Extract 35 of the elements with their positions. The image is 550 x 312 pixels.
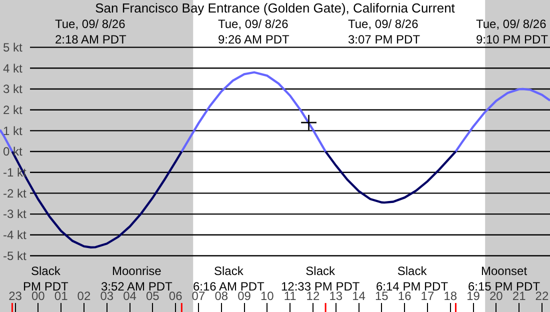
x-tick-label: 08 <box>214 289 228 303</box>
y-tick-label: 3 kt <box>3 82 24 96</box>
x-tick-label: 13 <box>329 289 343 303</box>
x-tick-label: 06 <box>168 289 183 303</box>
y-tick-label: 2 kt <box>3 103 24 118</box>
x-tick-label: 17 <box>420 289 434 303</box>
y-tick-label: 0 kt <box>3 144 24 159</box>
x-tick-label: 22 <box>535 289 549 303</box>
y-tick-label: 5 kt <box>3 40 24 55</box>
x-tick-label: 10 <box>260 289 274 303</box>
x-tick-label: 02 <box>77 289 91 303</box>
y-tick-label: 1 kt <box>3 124 24 138</box>
x-tick-label: 05 <box>146 289 160 303</box>
x-tick-label: 23 <box>8 289 22 303</box>
x-tick-label: 20 <box>490 289 504 303</box>
x-tick-label: 16 <box>398 289 412 303</box>
x-tick-label: 11 <box>284 289 297 303</box>
x-tick-label: 00 <box>31 289 46 303</box>
y-tick-label: -3 kt <box>3 207 28 222</box>
annotation: Tue, 09/ 8/26 9:26 AM PDT <box>218 17 290 47</box>
chart-title: San Francisco Bay Entrance (Golden Gate), California Current <box>95 0 456 16</box>
annotation: Tue, 09/ 8/26 3:07 PM PDT <box>348 17 421 47</box>
y-tick-label: -4 kt <box>3 228 28 242</box>
y-tick-label: 4 kt <box>3 61 24 76</box>
x-tick-label: 01 <box>54 289 68 303</box>
x-tick-label: 14 <box>352 289 366 303</box>
x-tick-label: 21 <box>512 289 526 303</box>
y-tick-label: -2 kt <box>3 186 28 200</box>
x-tick-label: 04 <box>123 289 137 303</box>
y-tick-label: -5 kt <box>3 248 28 263</box>
annotation: Tue, 09/ 8/26 9:10 PM PDT <box>476 17 549 47</box>
x-tick-label: 18 <box>444 289 458 303</box>
x-tick-label: 03 <box>100 289 114 303</box>
annotation: Tue, 09/ 8/26 2:18 AM PDT <box>55 17 128 47</box>
x-tick-label: 09 <box>238 289 252 303</box>
